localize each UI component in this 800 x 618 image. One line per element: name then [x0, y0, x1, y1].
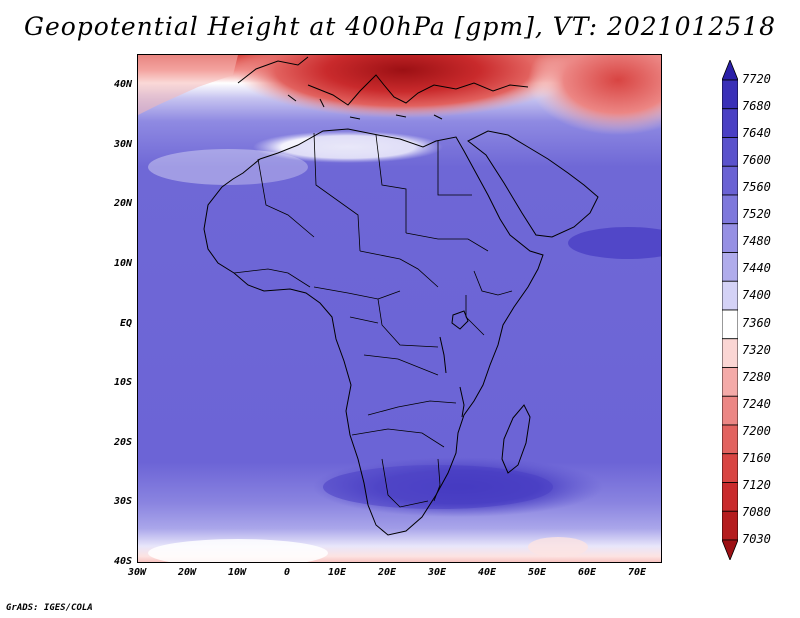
arabia-coastline — [467, 130, 599, 238]
colorbar-level-label: 7200 — [742, 423, 771, 438]
colorbar-segment — [722, 223, 738, 253]
northwest-warm-zone — [138, 55, 238, 115]
colorbar-top-arrow — [722, 60, 738, 81]
south-atlantic-trough — [148, 539, 328, 562]
madagascar-coastline — [501, 404, 531, 474]
colorbar-level-label: 7080 — [742, 504, 771, 519]
colorbar-level-label: 7120 — [742, 477, 771, 492]
colorbar-level-label: 7030 — [742, 532, 771, 546]
colorbar-segment — [722, 194, 738, 225]
lon-label-10e: 10E — [327, 567, 347, 578]
colorbar-segment — [722, 309, 738, 340]
credit-text: GrADS: IGES/COLA — [6, 603, 93, 613]
lon-label-40e: 40E — [477, 567, 497, 578]
mediterranean-islands — [287, 94, 443, 120]
asia-low — [528, 55, 661, 135]
colorbar-segment — [722, 482, 738, 512]
lat-label-30n: 30N — [113, 139, 132, 150]
colorbar-segment — [722, 137, 738, 167]
lat-label-20s: 20S — [113, 437, 132, 448]
colorbar-level-label: 7240 — [742, 396, 771, 411]
southern-africa-core — [323, 465, 553, 509]
africa-coastline — [203, 128, 544, 536]
colorbar-level-label: 7320 — [742, 342, 771, 357]
colorbar-segment — [722, 108, 738, 138]
lat-label-30s: 30S — [113, 496, 132, 507]
lon-label-10w: 10W — [227, 567, 247, 578]
colorbar-level-label: 7560 — [742, 180, 771, 195]
colorbar-segment — [722, 252, 738, 282]
colorbar-segment — [722, 453, 738, 483]
colorbar-level-label: 7400 — [742, 288, 771, 303]
colorbar-segment — [722, 395, 738, 426]
mediterranean-low — [233, 55, 573, 118]
colorbar-level-label: 7720 — [742, 72, 771, 86]
colorbar-segment — [722, 510, 738, 541]
colorbar-level-label: 7640 — [742, 126, 771, 141]
colorbar-level-label: 7480 — [742, 234, 771, 249]
map-canvas[interactable] — [138, 55, 662, 563]
colorbar-segment — [722, 338, 738, 368]
colorbar-segment — [722, 367, 738, 397]
lon-label-30e: 30E — [427, 567, 447, 578]
colorbar — [722, 60, 738, 560]
colorbar-level-label: 7600 — [742, 153, 771, 168]
lon-label-60e: 60E — [577, 567, 597, 578]
lon-label-30w: 30W — [127, 567, 147, 578]
lon-label-20e: 20E — [377, 567, 397, 578]
colorbar-level-label: 7280 — [742, 369, 771, 384]
atlantic-ridge — [148, 149, 308, 185]
colorbar-level-label: 7680 — [742, 99, 771, 114]
colorbar-level-label: 7360 — [742, 315, 771, 330]
lon-label-20w: 20W — [177, 567, 197, 578]
colorbar-segment — [722, 280, 738, 311]
colorbar-level-label: 7440 — [742, 261, 771, 276]
lat-label-20n: 20N — [113, 198, 132, 209]
arabian-sea-high — [568, 227, 661, 259]
lon-label-0: 0 — [283, 567, 291, 578]
colorbar-segment — [722, 79, 738, 110]
lon-label-70e: 70E — [627, 567, 647, 578]
sahara-ridge — [253, 131, 443, 163]
lat-label-eq: EQ — [119, 318, 132, 329]
lat-label-10n: 10N — [113, 258, 132, 269]
europe-coastline — [237, 56, 529, 106]
country-borders — [233, 132, 513, 508]
south-indian-trough — [528, 537, 588, 557]
lake-malawi — [459, 386, 465, 418]
colorbar-level-label: 7160 — [742, 450, 771, 465]
colorbar-segment — [722, 165, 738, 196]
chart-title: Geopotential Height at 400hPa [gpm], VT:… — [23, 12, 777, 41]
lon-label-50e: 50E — [527, 567, 547, 578]
lat-label-10s: 10S — [113, 377, 132, 388]
colorbar-level-label: 7520 — [742, 207, 771, 222]
colorbar-segment — [722, 424, 738, 455]
colorbar-bottom-arrow — [722, 539, 738, 560]
lat-label-40n: 40N — [113, 79, 132, 90]
map-frame[interactable] — [137, 54, 662, 563]
lake-tanganyika — [439, 336, 447, 374]
lat-label-40s: 40S — [113, 556, 132, 567]
lake-victoria — [451, 310, 469, 330]
